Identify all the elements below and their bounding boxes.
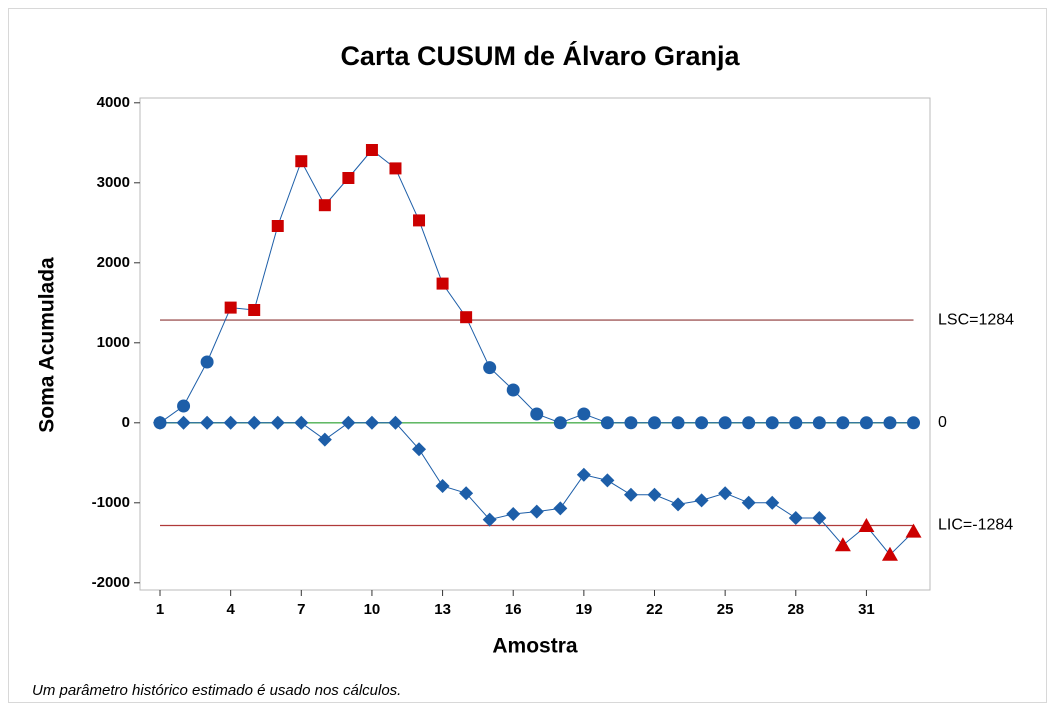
point — [436, 277, 449, 290]
point — [553, 501, 568, 516]
x-tick-label: 22 — [646, 601, 663, 618]
series-line — [159, 149, 914, 424]
point — [881, 546, 898, 561]
point — [270, 415, 285, 430]
y-tick-label: 2000 — [97, 254, 130, 271]
point — [788, 511, 803, 525]
point — [176, 415, 191, 430]
y-tick-label: 1000 — [97, 334, 130, 351]
point — [413, 214, 426, 227]
plot-frame — [139, 97, 931, 591]
point — [718, 416, 732, 430]
x-tick-label: 25 — [717, 601, 734, 618]
point — [389, 162, 402, 175]
point — [200, 355, 214, 369]
point — [695, 416, 709, 430]
x-tick-label: 7 — [297, 601, 305, 618]
point — [600, 416, 614, 430]
point — [342, 172, 355, 184]
point — [577, 407, 591, 421]
reference-label: 0 — [938, 414, 947, 431]
point — [223, 415, 238, 430]
point — [671, 416, 685, 430]
point — [859, 416, 873, 430]
footnote: Um parâmetro histórico estimado é usado … — [32, 682, 401, 699]
point — [741, 495, 756, 510]
point — [177, 399, 191, 413]
point — [742, 416, 756, 430]
point — [459, 486, 474, 501]
x-tick-label: 16 — [505, 601, 522, 618]
point — [858, 518, 875, 532]
chart-border — [8, 8, 1047, 703]
point — [647, 487, 662, 502]
x-tick-label: 19 — [576, 601, 593, 618]
point — [836, 416, 850, 430]
y-tick-label: -2000 — [92, 574, 130, 591]
series-line — [160, 422, 914, 556]
reference-label: LIC=-1284 — [938, 517, 1013, 534]
y-tick-label: 3000 — [97, 174, 130, 191]
point — [600, 473, 615, 488]
point — [553, 416, 567, 430]
point — [364, 415, 379, 430]
point — [224, 301, 237, 314]
y-tick-label: -1000 — [92, 494, 130, 511]
chart-title: Carta CUSUM de Álvaro Granja — [340, 40, 740, 71]
point — [765, 416, 779, 430]
point — [482, 512, 497, 527]
point — [789, 416, 803, 430]
point — [435, 479, 450, 493]
point — [883, 416, 897, 430]
point — [694, 493, 709, 508]
x-tick-label: 10 — [364, 601, 381, 618]
point — [248, 304, 261, 316]
point — [576, 467, 591, 482]
point — [530, 407, 544, 421]
y-tick-label: 4000 — [97, 94, 130, 111]
point — [153, 415, 168, 430]
point — [834, 537, 851, 552]
point — [460, 311, 473, 324]
point — [506, 507, 521, 521]
reference-label: LSC=1284 — [938, 311, 1014, 328]
point — [907, 416, 921, 430]
x-tick-label: 4 — [226, 601, 235, 618]
point — [671, 497, 686, 512]
y-tick-label: 0 — [122, 414, 130, 431]
point — [718, 486, 733, 501]
x-tick-label: 31 — [858, 601, 875, 618]
point — [247, 415, 262, 430]
point — [529, 504, 544, 519]
point — [623, 487, 638, 502]
point — [905, 523, 922, 538]
point — [506, 383, 520, 397]
point — [294, 415, 309, 430]
point — [341, 415, 356, 430]
point — [271, 220, 284, 232]
point — [412, 442, 427, 457]
point — [624, 416, 638, 430]
point — [765, 495, 780, 510]
point — [812, 511, 827, 525]
point — [365, 144, 378, 156]
x-axis-label: Amostra — [492, 635, 578, 658]
point — [200, 415, 215, 430]
x-tick-label: 28 — [787, 601, 804, 618]
point — [317, 432, 332, 447]
point — [295, 155, 308, 168]
point — [648, 416, 662, 430]
x-tick-label: 13 — [434, 601, 451, 618]
point — [388, 415, 403, 430]
point — [812, 416, 826, 430]
point — [318, 199, 331, 212]
x-tick-label: 1 — [156, 601, 164, 618]
point — [483, 361, 497, 375]
y-axis-label: Soma Acumulada — [36, 257, 59, 433]
